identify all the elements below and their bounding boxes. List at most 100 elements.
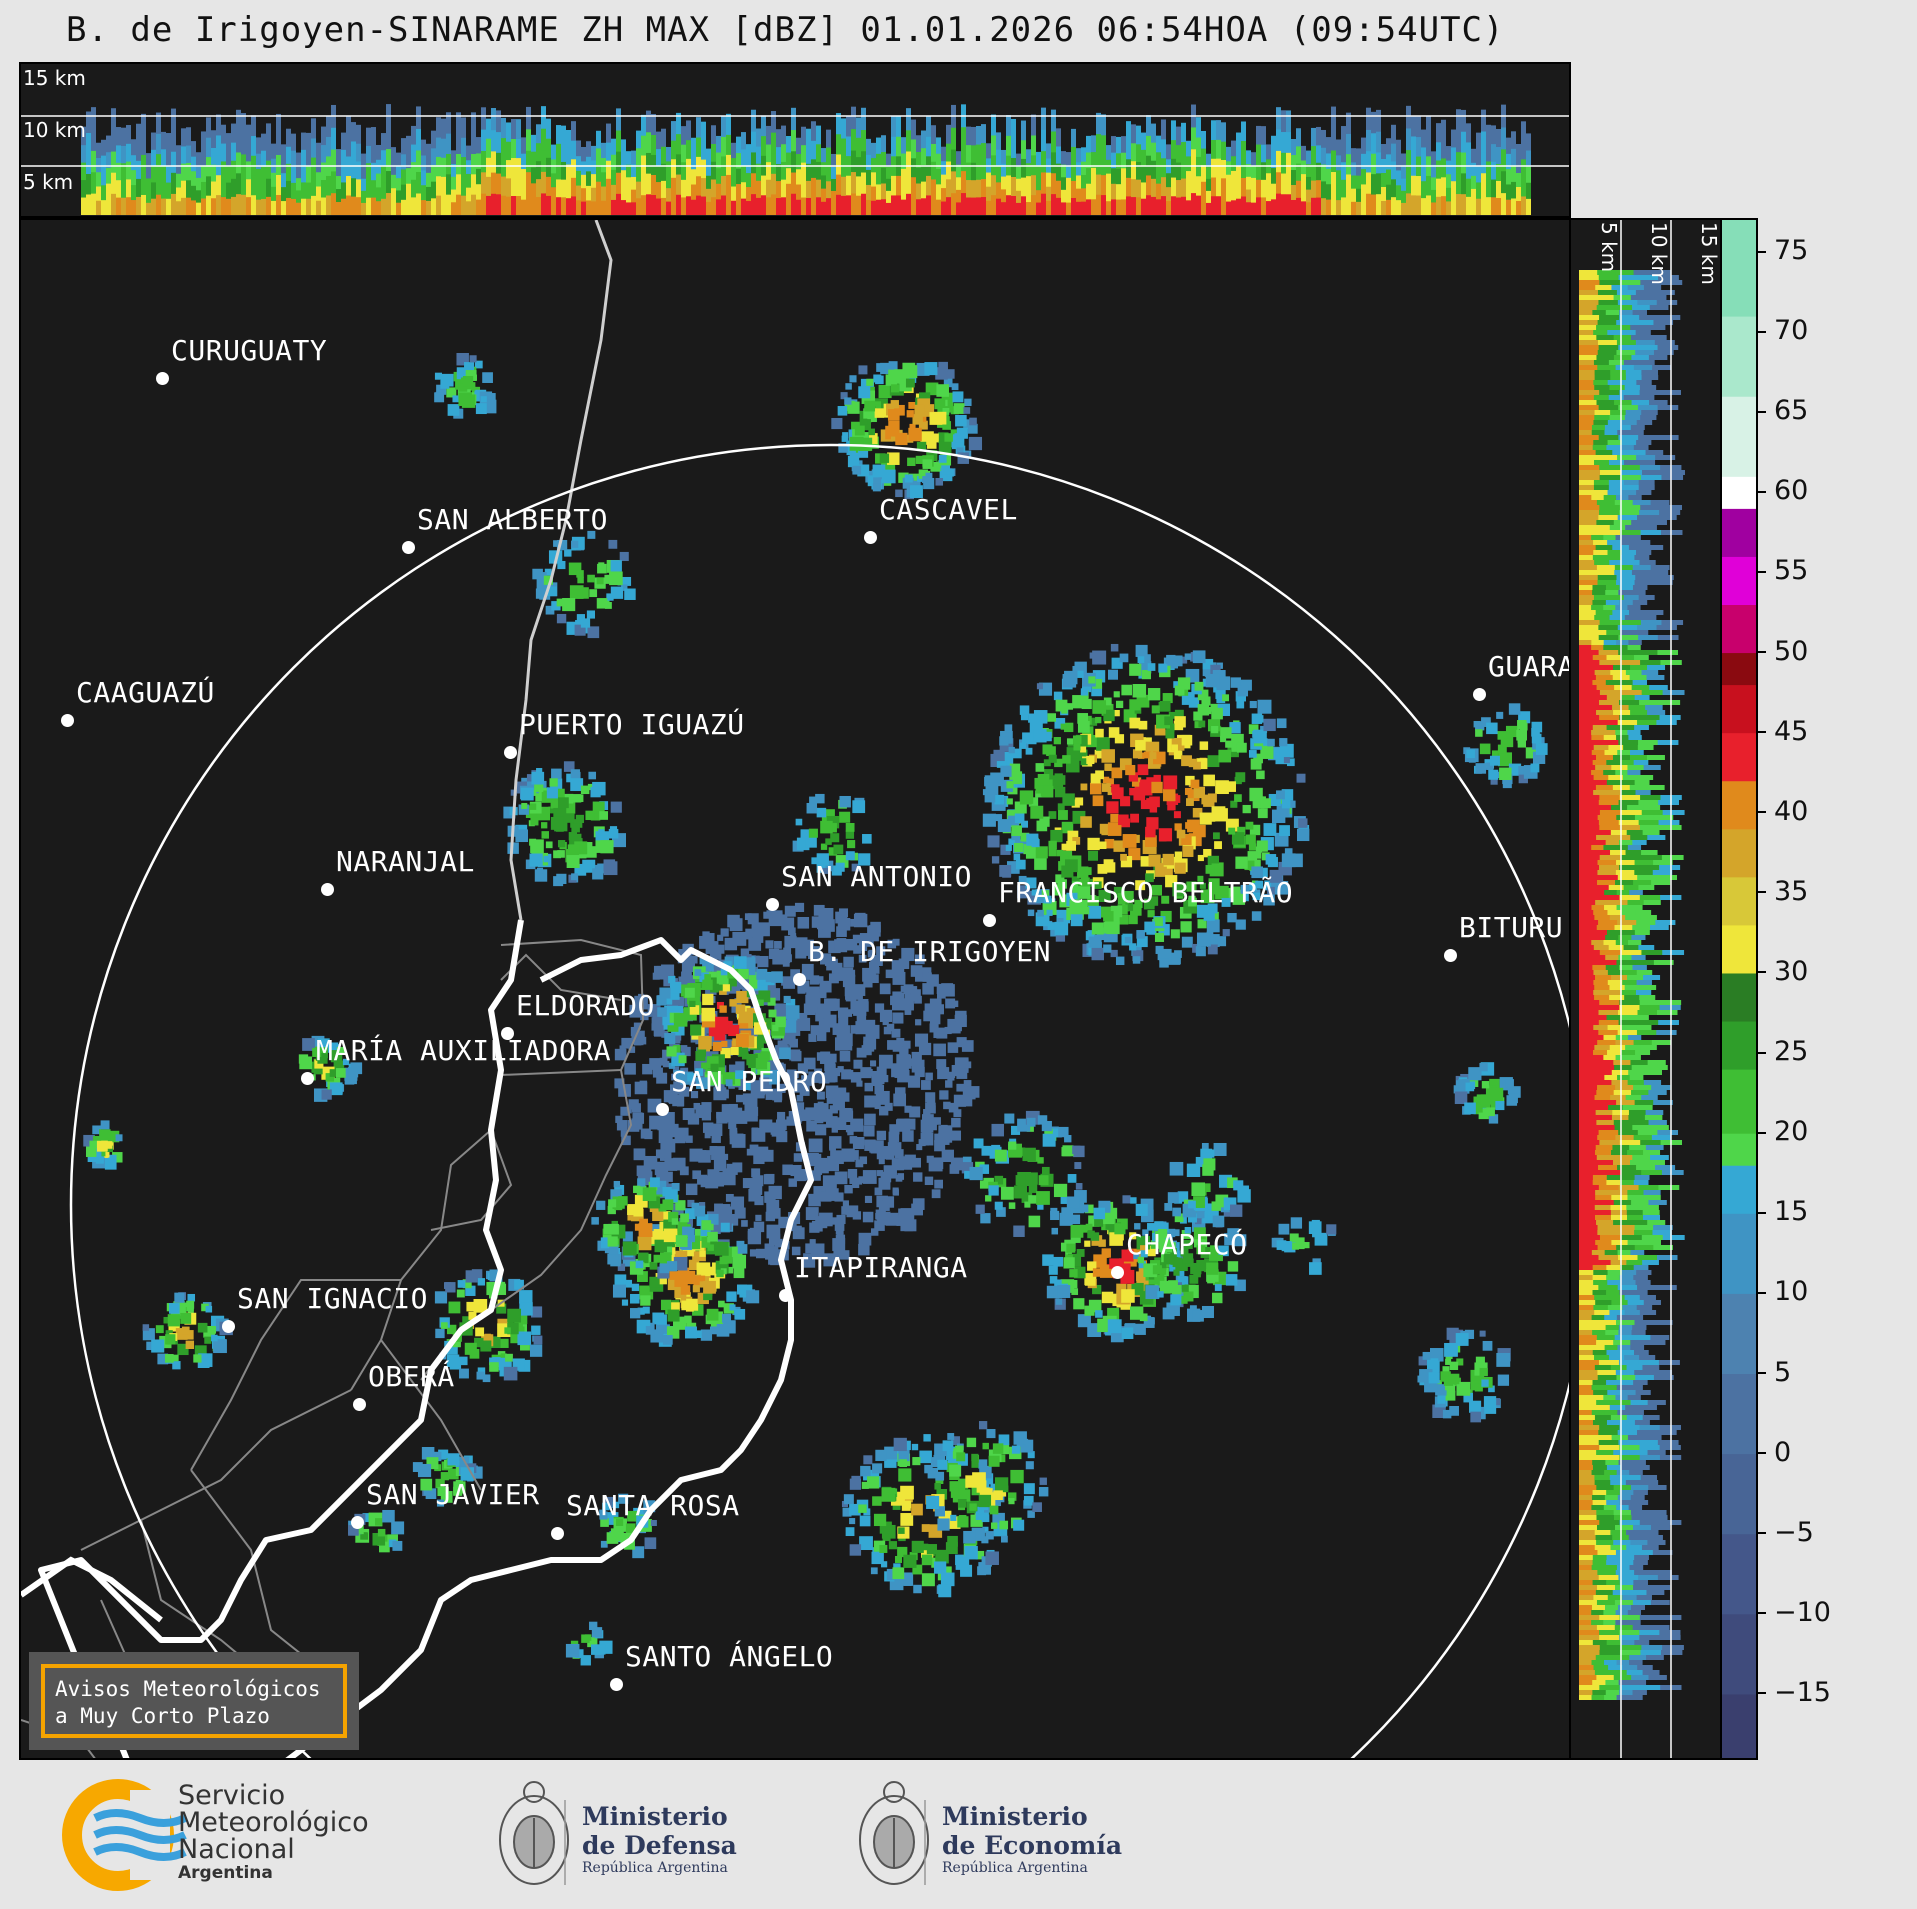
echo-cell (999, 1444, 1010, 1455)
profile-cell (571, 121, 576, 141)
profile-cell (651, 133, 656, 155)
profile-cell (1361, 198, 1366, 215)
echo-cell (726, 942, 735, 951)
profile-cell (1446, 173, 1451, 188)
echo-cell (621, 1299, 629, 1306)
echo-cell (1109, 1232, 1123, 1246)
profile-cell (1436, 177, 1441, 197)
echo-cell (1049, 1276, 1058, 1284)
echo-cell (1031, 839, 1040, 848)
profile-cell (491, 129, 496, 152)
profile-cell (1431, 163, 1436, 178)
profile-cell (1086, 182, 1091, 200)
echo-cell (648, 1196, 661, 1209)
echo-cell (814, 1114, 824, 1124)
echo-cell (1254, 852, 1262, 859)
echo-cell (895, 1175, 903, 1182)
echo-cell (447, 1468, 459, 1480)
echo-cell (473, 1299, 488, 1313)
profile-cell (266, 141, 271, 161)
echo-cell (630, 1308, 641, 1319)
echo-cell (621, 1135, 631, 1146)
profile-cell (881, 166, 886, 184)
profile-cell (1236, 181, 1241, 199)
profile-cell (961, 170, 966, 194)
echo-cell (1181, 1230, 1191, 1239)
echo-cell (751, 1168, 761, 1178)
echo-cell (693, 1275, 706, 1288)
profile-cell (516, 195, 521, 215)
echo-cell (1136, 1271, 1146, 1281)
profile-cell (241, 193, 246, 215)
echo-cell (664, 1158, 678, 1171)
profile-cell (481, 149, 486, 173)
profile-cell (751, 109, 756, 132)
echo-cell (553, 788, 565, 801)
profile-cell (271, 157, 276, 173)
echo-cell (633, 1185, 641, 1194)
echo-cell (115, 1134, 123, 1142)
echo-cell (841, 1069, 852, 1080)
echo-cell (827, 1053, 837, 1063)
profile-cell (261, 165, 266, 183)
echo-cell (1497, 1374, 1510, 1386)
profile-cell (541, 170, 546, 194)
profile-cell (1146, 154, 1151, 176)
profile-cell (306, 181, 311, 199)
profile-cell (1346, 153, 1351, 175)
echo-cell (685, 1326, 697, 1339)
echo-cell (462, 1456, 470, 1464)
echo-cell (750, 988, 761, 999)
profile-cell (886, 189, 891, 203)
profile-cell (1321, 180, 1326, 199)
echo-cell (1255, 846, 1263, 853)
echo-cell (1196, 932, 1211, 947)
echo-cell (1110, 905, 1123, 918)
echo-cell (988, 1455, 1000, 1467)
profile-cell (171, 171, 176, 194)
echo-cell (531, 1325, 541, 1335)
echo-cell (1062, 793, 1075, 806)
echo-cell (1184, 1226, 1192, 1234)
echo-cell (871, 954, 883, 966)
profile-cell (586, 170, 591, 186)
echo-cell (585, 810, 595, 821)
echo-cell (1066, 841, 1077, 851)
echo-cell (816, 1091, 825, 1100)
profile-cell (691, 168, 696, 185)
profile-cell (626, 151, 631, 165)
profile-cell (776, 163, 781, 182)
echo-cell (618, 1196, 628, 1206)
profile-cell (496, 172, 501, 195)
profile-cell (1276, 128, 1281, 151)
echo-cell (1245, 821, 1254, 830)
profile-cell (1496, 196, 1501, 215)
echo-cell (519, 1302, 533, 1316)
profile-cell (1281, 151, 1286, 174)
profile-cell (1051, 172, 1056, 195)
echo-cell (1192, 807, 1203, 818)
echo-cell (948, 1102, 959, 1113)
echo-cell (495, 1281, 506, 1292)
echo-cell (929, 433, 939, 443)
echo-cell (964, 398, 972, 407)
echo-cell (1092, 1268, 1102, 1277)
profile-cell (1326, 198, 1331, 215)
echo-cell (100, 1120, 110, 1130)
echo-cell (604, 1496, 616, 1509)
echo-cell (874, 1220, 885, 1231)
echo-cell (911, 1503, 923, 1516)
echo-cell (982, 1442, 989, 1450)
echo-cell (834, 1192, 844, 1202)
echo-cell (785, 998, 796, 1009)
echo-cell (1214, 808, 1228, 822)
echo-cell (831, 417, 843, 430)
profile-cell (391, 147, 396, 162)
echo-cell (1449, 1361, 1459, 1371)
echo-cell (696, 1262, 711, 1277)
profile-cell (276, 133, 281, 155)
echo-cell (1188, 758, 1198, 768)
echo-cell (489, 1362, 499, 1372)
profile-cell (146, 201, 151, 215)
profile-cell (831, 165, 836, 179)
